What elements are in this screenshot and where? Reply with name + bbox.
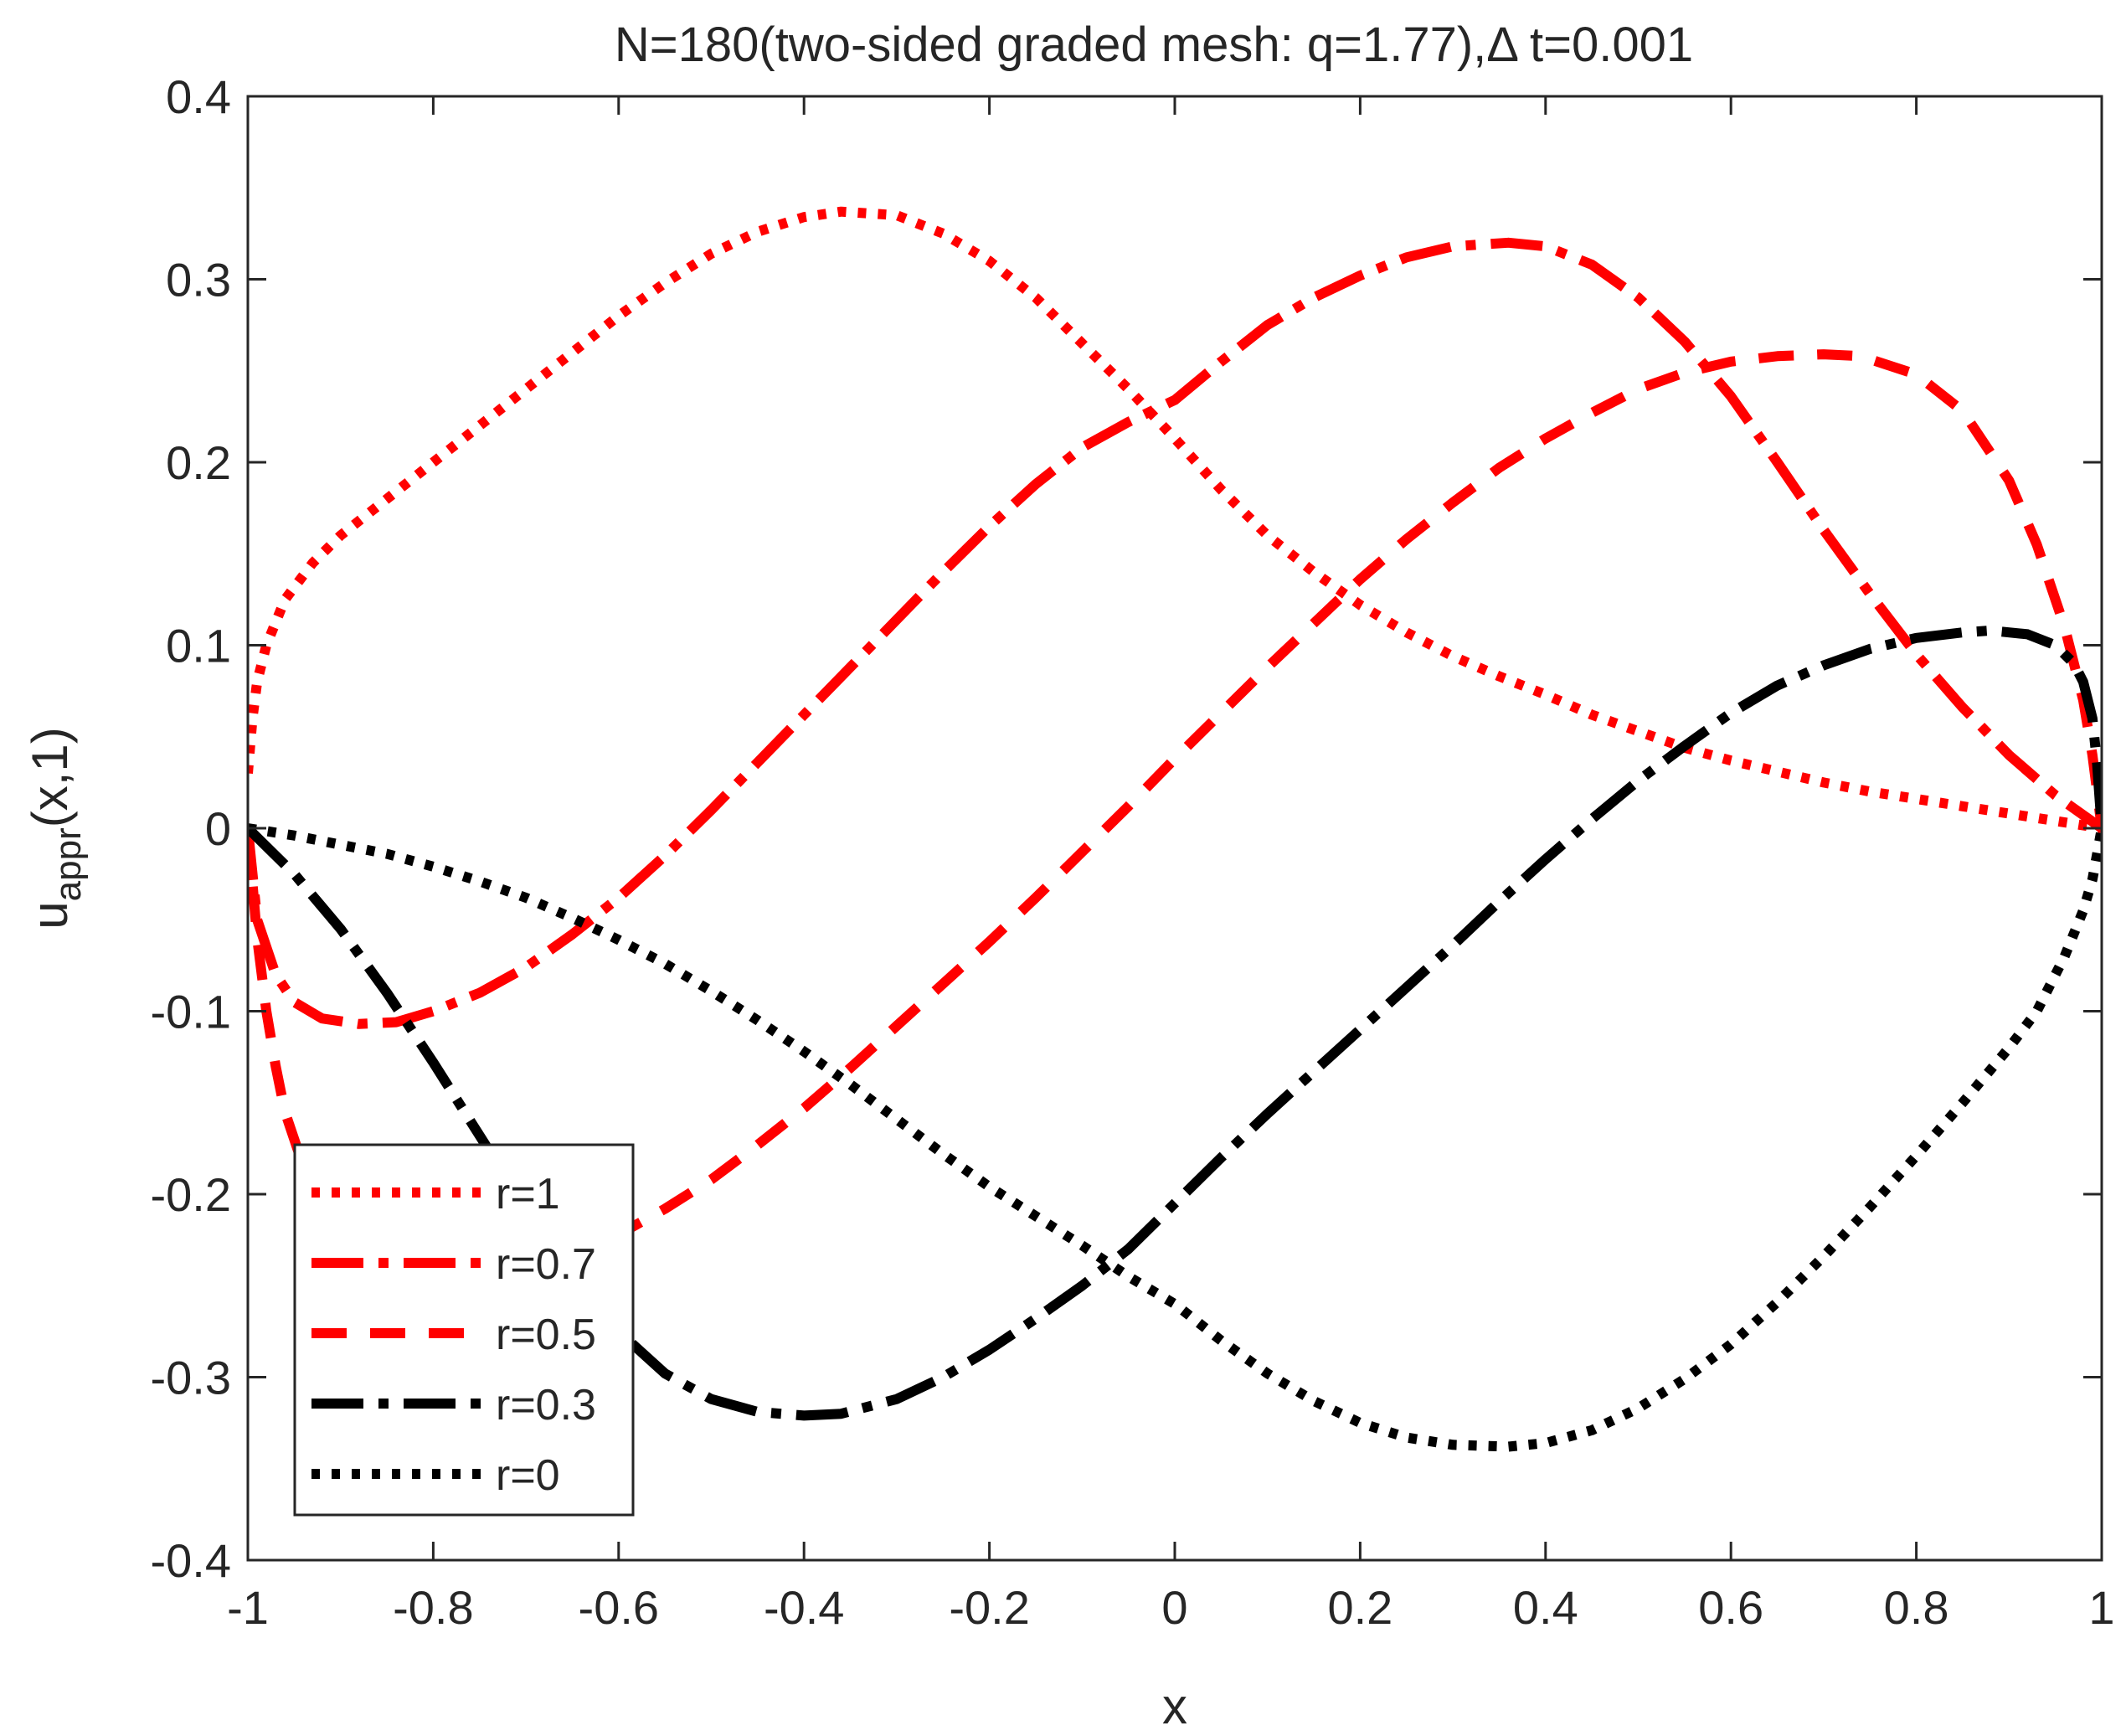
y-tick-label: 0.4 (166, 70, 231, 123)
legend-label-3: r=0.3 (496, 1381, 596, 1429)
y-tick-label: -0.3 (151, 1352, 232, 1404)
series-line-2 (248, 349, 2102, 1285)
y-axis-label-main: u (22, 901, 78, 929)
x-tick-label: 0.6 (1698, 1581, 1763, 1634)
x-tick-label: 1 (2088, 1581, 2114, 1634)
y-tick-label: 0.3 (166, 254, 231, 307)
legend-label-0: r=1 (496, 1170, 560, 1218)
y-tick-label: 0.1 (166, 620, 231, 672)
y-tick-label: 0.2 (166, 436, 231, 489)
x-axis-label: x (1162, 1678, 1187, 1734)
x-tick-label: -0.4 (764, 1581, 845, 1634)
y-tick-label: -0.4 (151, 1534, 232, 1587)
x-tick-label: 0 (1161, 1581, 1187, 1634)
y-tick-label: 0 (205, 802, 231, 855)
legend-label-1: r=0.7 (496, 1240, 596, 1289)
y-tick-label: -0.1 (151, 986, 232, 1038)
x-tick-label: -0.6 (579, 1581, 660, 1634)
x-tick-label: -1 (227, 1581, 269, 1634)
y-axis-label: uappr(x,1) (22, 727, 89, 929)
x-tick-label: -0.8 (393, 1581, 474, 1634)
y-axis-label-sub: appr (48, 827, 89, 901)
axis-ticks: -1 -0.8 -0.6 -0.4 -0.2 0 0.2 0.4 0.6 0.8 1 -0.4 -0.3… (151, 70, 2115, 1634)
y-axis-label-tail: (x,1) (22, 727, 78, 827)
chart-title: N=180(two-sided graded mesh: q=1.77),Δ t… (615, 18, 1693, 72)
series-line-4 (248, 823, 2102, 1452)
legend: r=1 r=0.7 r=0.5 r=0.3 r=0 (293, 1143, 635, 1517)
series-line-1 (248, 237, 2102, 1029)
series-line-0 (248, 206, 2102, 833)
y-tick-label: -0.2 (151, 1168, 232, 1221)
legend-label-2: r=0.5 (496, 1311, 596, 1359)
x-tick-label: -0.2 (949, 1581, 1030, 1634)
x-tick-label: 0.2 (1327, 1581, 1392, 1634)
x-tick-label: 0.4 (1513, 1581, 1578, 1634)
x-tick-label: 0.8 (1884, 1581, 1949, 1634)
legend-label-4: r=0 (496, 1451, 560, 1500)
